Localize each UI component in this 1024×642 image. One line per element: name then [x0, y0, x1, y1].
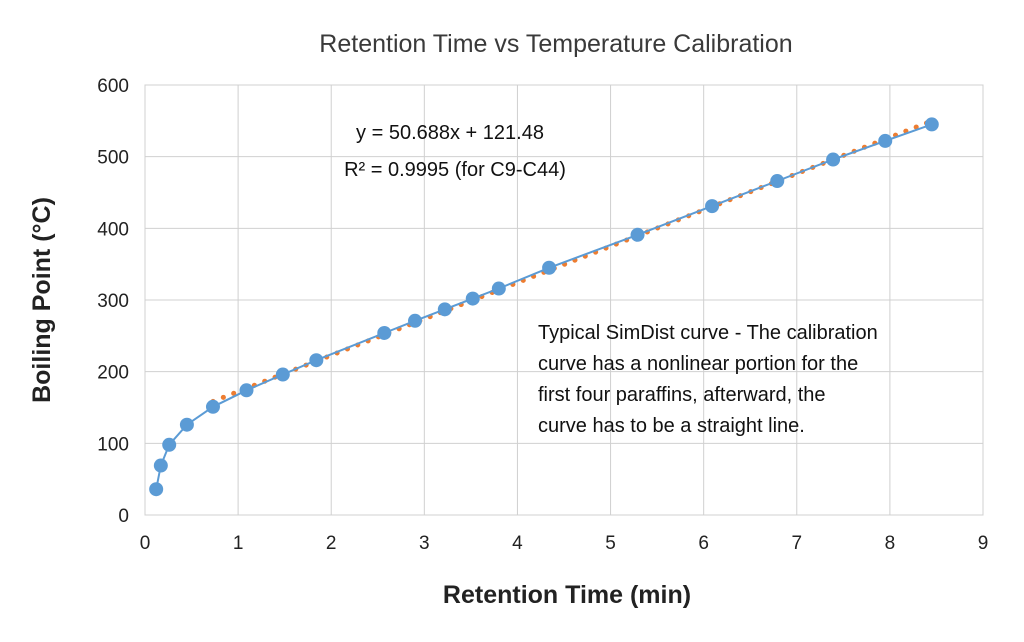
- data-point: [630, 227, 645, 242]
- data-point: [377, 325, 392, 340]
- y-tick-label: 300: [97, 291, 129, 312]
- data-point: [309, 353, 324, 368]
- x-tick-label: 3: [419, 533, 430, 554]
- data-point: [162, 437, 177, 452]
- note-line-3: first four paraffins, afterward, the: [538, 384, 826, 406]
- note-line-2: curve has a nonlinear portion for the: [538, 353, 858, 375]
- data-point: [275, 367, 290, 382]
- data-point: [149, 482, 164, 497]
- x-tick-label: 1: [233, 533, 244, 554]
- data-point: [465, 291, 480, 306]
- y-tick-label: 100: [97, 434, 129, 455]
- x-tick-label: 0: [140, 533, 151, 554]
- calibration-series: [149, 117, 939, 497]
- y-tick-label: 600: [97, 76, 129, 97]
- data-point: [491, 281, 506, 296]
- note-line-1: Typical SimDist curve - The calibration: [538, 322, 878, 344]
- chart-title: Retention Time vs Temperature Calibratio…: [319, 30, 792, 58]
- x-axis-label: Retention Time (min): [443, 581, 691, 609]
- data-point: [542, 260, 557, 275]
- x-tick-label: 9: [978, 533, 989, 554]
- data-point: [770, 174, 785, 189]
- data-point: [437, 302, 452, 317]
- data-point: [239, 383, 254, 398]
- grid: [144, 84, 984, 516]
- data-point: [153, 458, 168, 473]
- data-point: [878, 133, 893, 148]
- y-tick-label: 0: [118, 506, 129, 527]
- x-tick-label: 4: [512, 533, 523, 554]
- data-point: [705, 199, 720, 214]
- plot-area-border: [144, 84, 984, 516]
- axis-ticks: 0 1 2 3 4 5 6 7 8 9 0 100 200 300 400 500 600: [97, 76, 988, 554]
- fit-equation: y = 50.688x + 121.48: [356, 122, 544, 144]
- y-tick-label: 400: [97, 219, 129, 240]
- x-tick-label: 6: [698, 533, 709, 554]
- y-tick-label: 500: [97, 148, 129, 169]
- note-line-4: curve has to be a straight line.: [538, 415, 805, 437]
- data-point: [408, 313, 423, 328]
- data-point: [179, 417, 194, 432]
- r-squared: R² = 0.9995 (for C9-C44): [344, 159, 566, 181]
- y-tick-label: 200: [97, 363, 129, 384]
- x-tick-label: 2: [326, 533, 337, 554]
- x-tick-label: 5: [605, 533, 616, 554]
- x-tick-label: 8: [885, 533, 896, 554]
- data-point: [826, 152, 841, 167]
- y-axis-label: Boiling Point (°C): [28, 197, 56, 403]
- data-point: [924, 117, 939, 132]
- x-tick-label: 7: [791, 533, 802, 554]
- data-point: [205, 399, 220, 414]
